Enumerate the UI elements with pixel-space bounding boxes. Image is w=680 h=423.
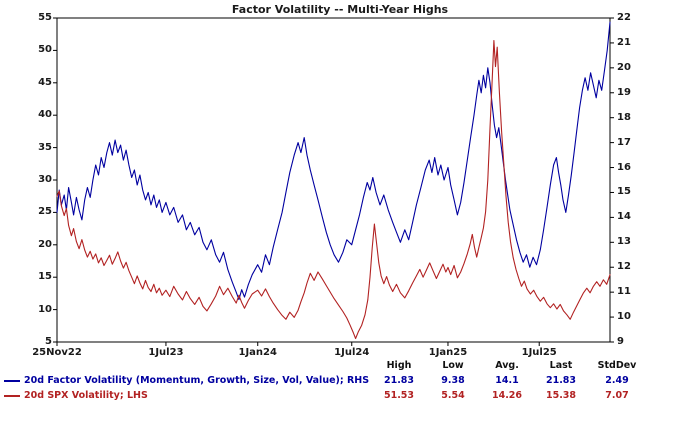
legend-label-factor: 20d Factor Volatility (Momentum, Growth,… [4, 373, 372, 388]
factor-last-value: 21.83 [545, 375, 577, 386]
spx-avg-value: 14.26 [491, 390, 523, 401]
factor-line-swatch-icon [4, 379, 20, 382]
chart-title: Factor Volatility -- Multi-Year Highs [231, 3, 449, 16]
spx-low-value: 5.54 [441, 390, 465, 401]
factor-stddev-value: 2.49 [605, 375, 629, 386]
stats-header-last: Last [549, 360, 573, 371]
legend-text-spx: 20d SPX Volatility; LHS [24, 390, 148, 401]
stats-header-avg: Avg. [495, 360, 519, 371]
stats-header-stddev: StdDev [597, 360, 637, 371]
factor-avg-value: 14.1 [495, 375, 519, 386]
spx-high-value: 51.53 [383, 390, 415, 401]
legend-label-spx: 20d SPX Volatility; LHS [4, 388, 372, 403]
stats-header-low: Low [442, 360, 464, 371]
stats-header-high: High [386, 360, 412, 371]
legend-text-factor: 20d Factor Volatility (Momentum, Growth,… [24, 375, 370, 386]
factor-low-value: 9.38 [441, 375, 465, 386]
spx-stddev-value: 7.07 [605, 390, 629, 401]
factor-high-value: 21.83 [383, 375, 415, 386]
stats-legend: High Low Avg. Last StdDev 20d Factor Vol… [4, 358, 646, 403]
spx-last-value: 15.38 [545, 390, 577, 401]
spx-line-swatch-icon [4, 394, 20, 397]
stats-header-spacer [4, 358, 372, 373]
